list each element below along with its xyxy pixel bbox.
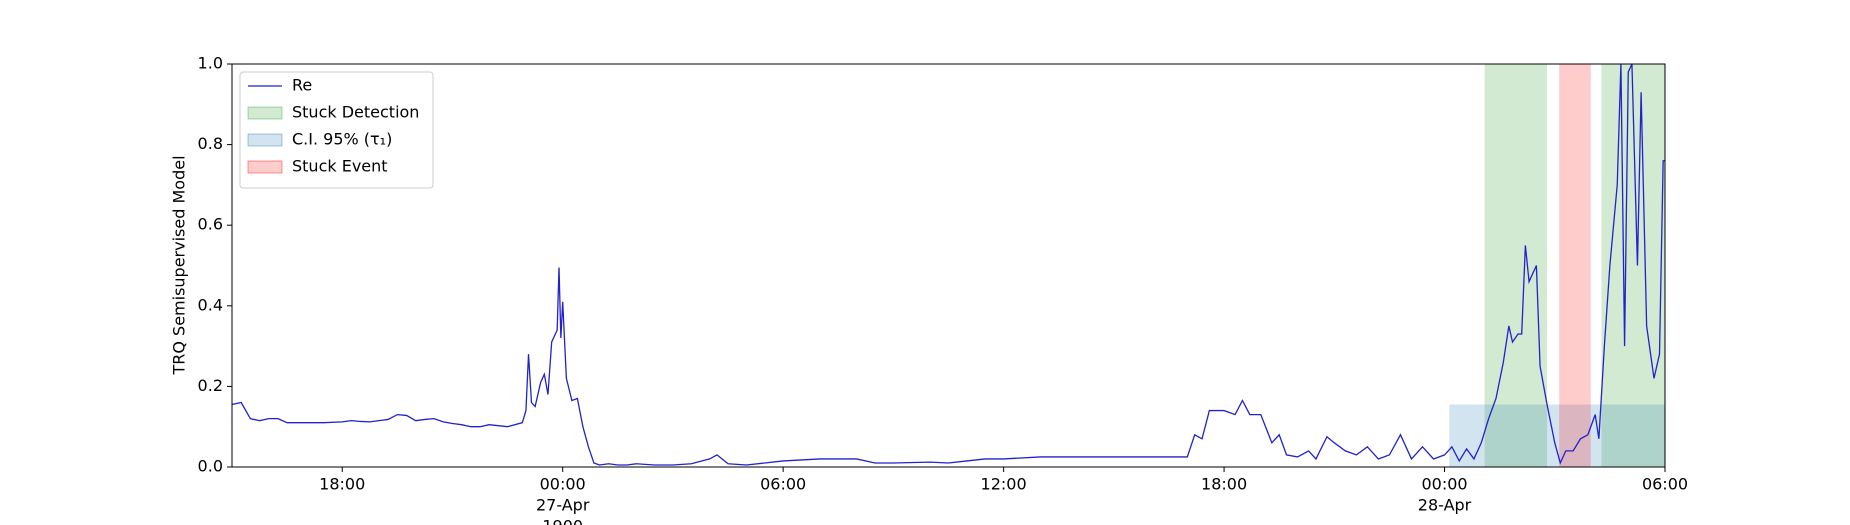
y-tick-label: 0.0	[198, 457, 223, 476]
legend-label: C.I. 95% (τ₁)	[292, 130, 392, 149]
x-tick-label: 00:00	[1421, 475, 1467, 494]
legend-box	[239, 71, 434, 189]
legend-label: Stuck Event	[292, 157, 388, 176]
x-tick-label: 06:00	[760, 475, 806, 494]
y-tick-label: 0.2	[198, 376, 223, 395]
y-axis-label: TRQ Semisupervised Model	[170, 155, 189, 375]
legend-swatch	[247, 160, 283, 174]
span	[1449, 404, 1665, 467]
y-tick-label: 1.0	[198, 54, 223, 73]
legend-swatch	[247, 106, 283, 120]
y-tick-label: 0.8	[198, 134, 223, 153]
x-year-label: 1900	[542, 517, 583, 525]
x-date-label: 27-Apr	[536, 496, 590, 515]
line	[231, 63, 1665, 466]
x-tick-label: 06:00	[1642, 475, 1688, 494]
legend-label: Stuck Detection	[292, 103, 419, 122]
span	[1559, 64, 1591, 467]
x-date-label: 28-Apr	[1418, 496, 1472, 515]
legend-swatch	[247, 133, 283, 147]
y-tick-label: 0.4	[198, 295, 223, 314]
x-tick-label: 18:00	[319, 475, 365, 494]
y-tick-label: 0.6	[198, 215, 223, 234]
plot-frame	[231, 63, 1666, 468]
x-tick-label: 18:00	[1201, 475, 1247, 494]
x-tick-label: 00:00	[540, 475, 586, 494]
legend-label: Re	[292, 76, 312, 95]
x-tick-label: 12:00	[981, 475, 1027, 494]
